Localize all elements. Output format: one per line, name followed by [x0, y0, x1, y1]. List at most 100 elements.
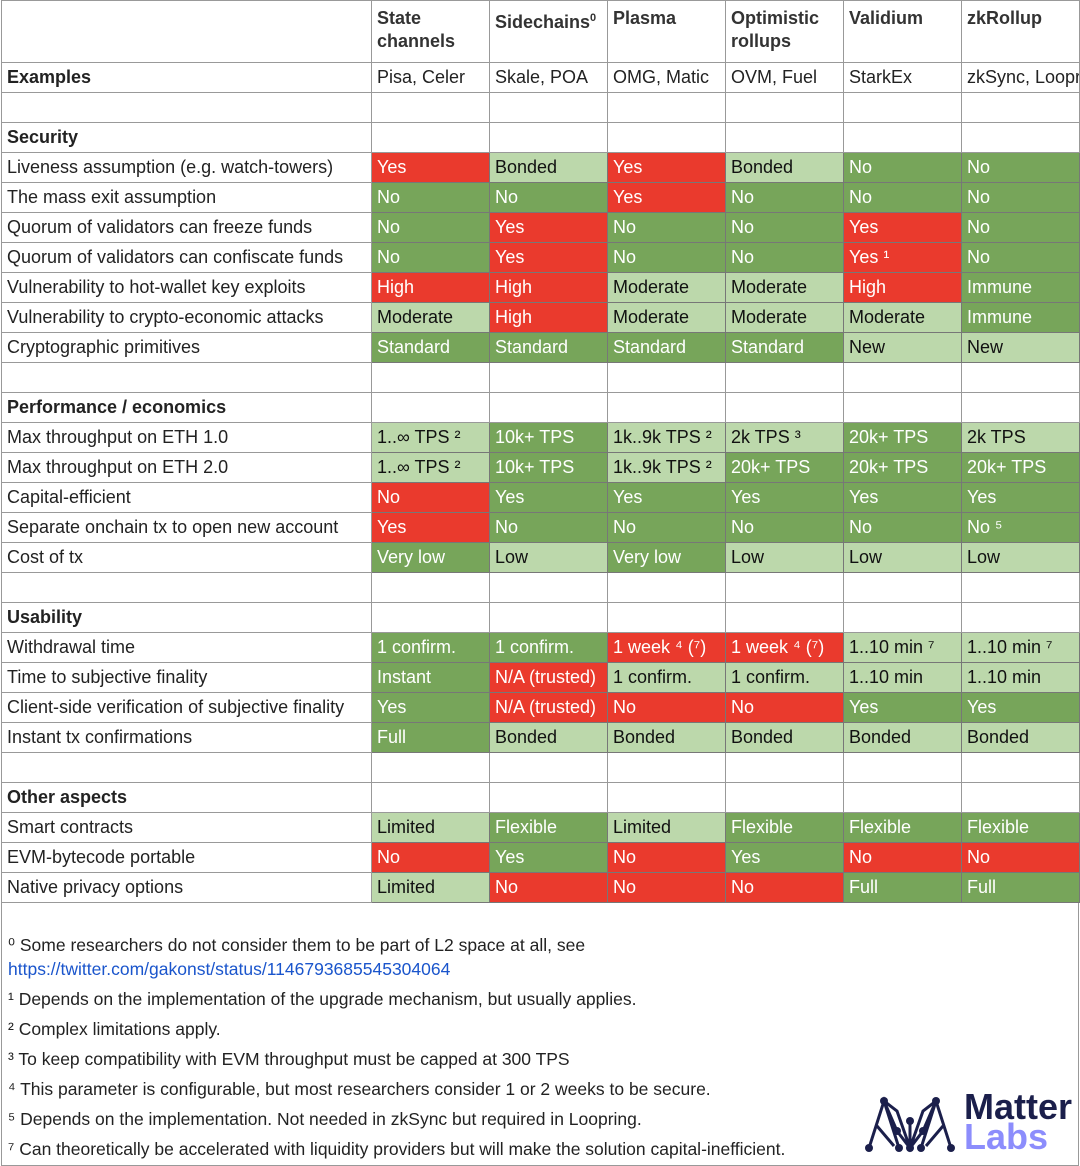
row-label: Withdrawal time	[1, 632, 372, 663]
logo-text-matter: Matter	[963, 1086, 1072, 1127]
empty-cell	[843, 122, 962, 153]
section-header-row: Usability	[1, 602, 1080, 633]
empty-cell	[489, 572, 608, 603]
value-cell: Low	[843, 542, 962, 573]
value-cell: High	[371, 272, 490, 303]
table-row: Max throughput on ETH 1.0 1..∞ TPS ² 10k+ …	[1, 422, 1080, 453]
value-cell: Bonded	[489, 152, 608, 183]
value-cell: No	[607, 692, 726, 723]
value-cell: Standard	[607, 332, 726, 363]
table-row: Withdrawal time 1 confirm. 1 confirm. 1 wee…	[1, 632, 1080, 663]
value-cell: Moderate	[607, 272, 726, 303]
empty-cell	[725, 122, 844, 153]
table-row: Quorum of validators can freeze funds No Y…	[1, 212, 1080, 243]
value-cell: Very low	[607, 542, 726, 573]
value-cell: High	[489, 302, 608, 333]
value-cell: Yes	[489, 842, 608, 873]
value-cell: Full	[843, 872, 962, 903]
footnote-4: ⁴ This parameter is configurable, but mo…	[8, 1079, 711, 1099]
row-label: Quorum of validators can freeze funds	[1, 212, 372, 243]
row-label: Client-side verification of subjective f…	[1, 692, 372, 723]
value-cell: No	[725, 212, 844, 243]
value-cell: Full	[371, 722, 490, 753]
footnote-link[interactable]: https://twitter.com/gakonst/status/11467…	[8, 959, 451, 979]
spacer-row	[1, 92, 1080, 123]
empty-cell	[607, 602, 726, 633]
value-cell: 2k TPS ³	[725, 422, 844, 453]
empty-cell	[1, 362, 372, 393]
empty-cell	[725, 362, 844, 393]
value-cell: Bonded	[961, 722, 1080, 753]
l2-comparison-table: State channels Sidechains0 Plasma Optimisti…	[1, 0, 1080, 903]
row-label: The mass exit assumption	[1, 182, 372, 213]
value-cell: Low	[489, 542, 608, 573]
value-cell: N/A (trusted)	[489, 662, 608, 693]
empty-cell	[843, 752, 962, 783]
footnote-0: ⁰ Some researchers do not consider them …	[8, 935, 586, 955]
value-cell: Yes	[371, 512, 490, 543]
empty-cell	[607, 362, 726, 393]
section-title: Security	[1, 122, 372, 153]
section-header-row: Other aspects	[1, 782, 1080, 813]
value-cell: No	[371, 842, 490, 873]
value-cell: No	[725, 512, 844, 543]
footnote-2: ² Complex limitations apply.	[8, 1019, 221, 1039]
value-cell: No	[371, 482, 490, 513]
empty-cell	[371, 572, 490, 603]
value-cell: Yes	[843, 212, 962, 243]
examples-row: Examples Pisa, Celer Skale, POA OMG, Matic O…	[1, 62, 1080, 93]
header-corner	[1, 0, 372, 63]
value-cell: 20k+ TPS	[843, 422, 962, 453]
row-label: EVM-bytecode portable	[1, 842, 372, 873]
table-row: Client-side verification of subjective f…	[1, 692, 1080, 723]
value-cell: No	[489, 512, 608, 543]
value-cell: 1..10 min ⁷	[961, 632, 1080, 663]
empty-cell	[1, 92, 372, 123]
value-cell: No	[489, 182, 608, 213]
value-cell: No	[371, 212, 490, 243]
value-cell: Yes	[607, 482, 726, 513]
empty-cell	[489, 782, 608, 813]
empty-cell	[489, 392, 608, 423]
value-cell: 1..∞ TPS ²	[371, 452, 490, 483]
value-cell: Immune	[961, 302, 1080, 333]
value-cell: 1 week ⁴ (⁷)	[607, 632, 726, 663]
empty-cell	[489, 362, 608, 393]
value-cell: Yes ¹	[843, 242, 962, 273]
table-row: Quorum of validators can confiscate fund…	[1, 242, 1080, 273]
empty-cell	[725, 572, 844, 603]
empty-cell	[371, 752, 490, 783]
empty-cell	[961, 782, 1080, 813]
column-header: Optimistic rollups	[725, 0, 844, 63]
column-header-label: Sidechains	[495, 12, 591, 32]
value-cell: 20k+ TPS	[843, 452, 962, 483]
value-cell: 1..10 min	[843, 662, 962, 693]
value-cell: Yes	[843, 692, 962, 723]
empty-cell	[725, 392, 844, 423]
value-cell: Yes	[961, 692, 1080, 723]
value-cell: No	[725, 182, 844, 213]
value-cell: No	[843, 152, 962, 183]
table-row: Separate onchain tx to open new account Y…	[1, 512, 1080, 543]
empty-cell	[489, 92, 608, 123]
value-cell: No	[843, 512, 962, 543]
value-cell: Yes	[371, 152, 490, 183]
value-cell: Standard	[489, 332, 608, 363]
examples-cell: Skale, POA	[489, 62, 608, 93]
value-cell: Limited	[371, 812, 490, 843]
empty-cell	[843, 602, 962, 633]
footnote-1: ¹ Depends on the implementation of the u…	[8, 989, 637, 1009]
empty-cell	[489, 752, 608, 783]
row-label: Max throughput on ETH 2.0	[1, 452, 372, 483]
row-label: Cost of tx	[1, 542, 372, 573]
empty-cell	[1, 572, 372, 603]
empty-cell	[607, 392, 726, 423]
value-cell: 1..10 min	[961, 662, 1080, 693]
examples-cell: Pisa, Celer	[371, 62, 490, 93]
spacer-row	[1, 752, 1080, 783]
column-header: Plasma	[607, 0, 726, 63]
value-cell: Instant	[371, 662, 490, 693]
row-label: Time to subjective finality	[1, 662, 372, 693]
row-label: Quorum of validators can confiscate fund…	[1, 242, 372, 273]
value-cell: Limited	[607, 812, 726, 843]
